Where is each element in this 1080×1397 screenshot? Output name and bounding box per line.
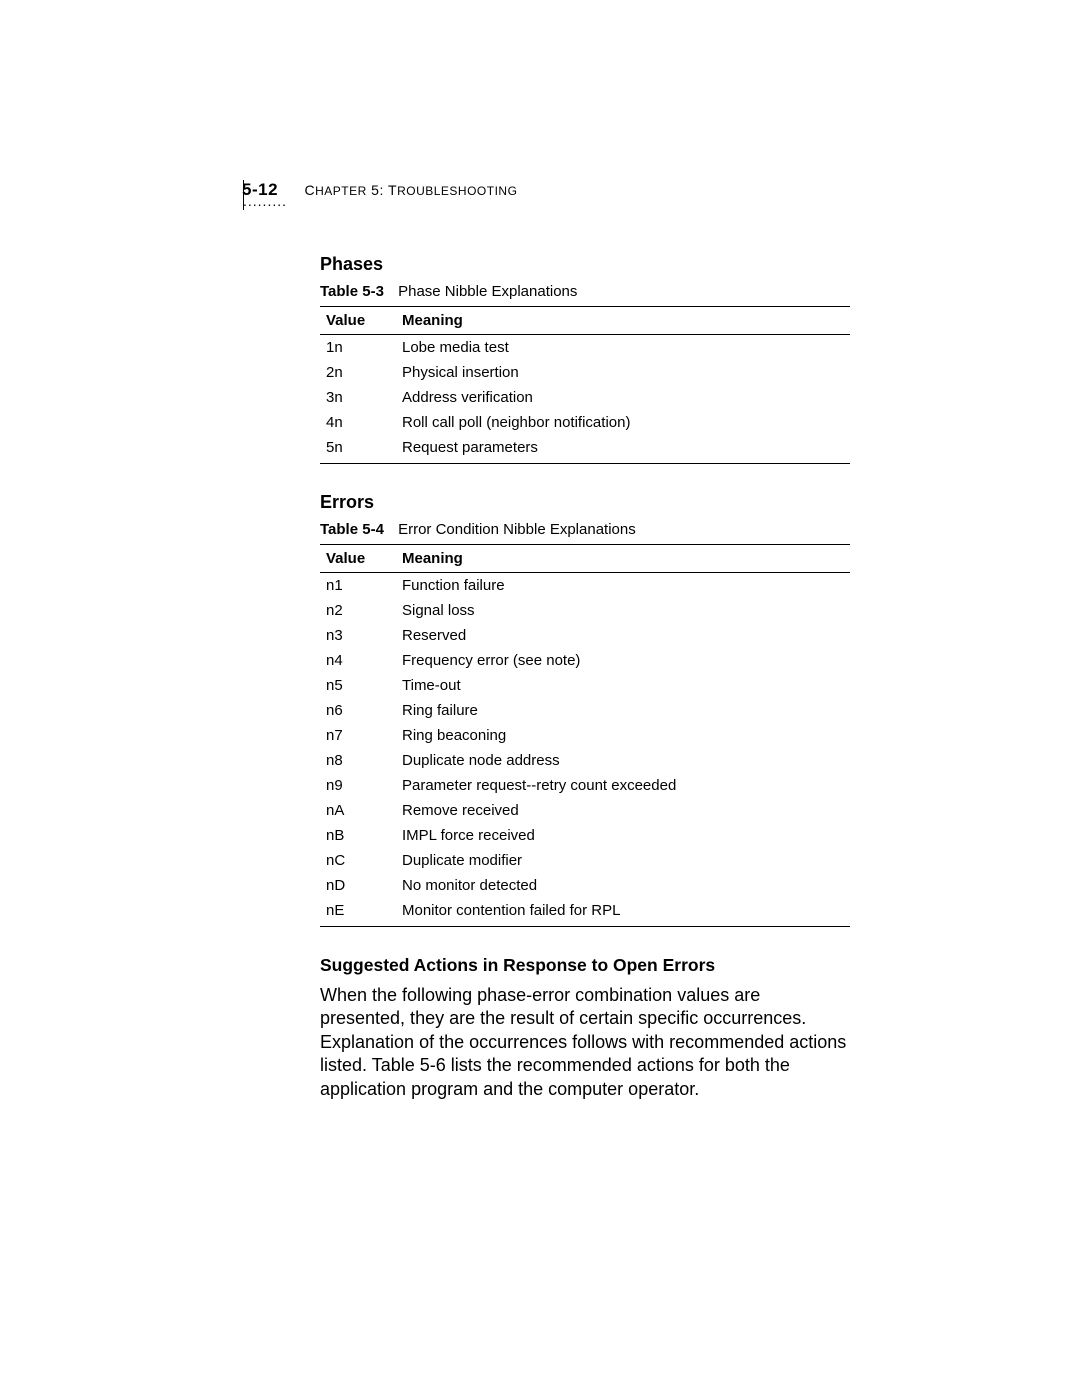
cell-value: n1	[320, 573, 400, 599]
cell-value: 3n	[320, 385, 400, 410]
phases-heading: Phases	[320, 254, 850, 275]
cell-value: 1n	[320, 335, 400, 361]
table-5-3: Value Meaning 1nLobe media test 2nPhysic…	[320, 306, 850, 464]
cell-meaning: Address verification	[400, 385, 850, 410]
page-content: Phases Table 5-3 Phase Nibble Explanatio…	[320, 254, 850, 1101]
table-row: n7Ring beaconing	[320, 723, 850, 748]
cell-meaning: Ring failure	[400, 698, 850, 723]
cell-value: n4	[320, 648, 400, 673]
cell-meaning: Request parameters	[400, 435, 850, 464]
table-row: 4nRoll call poll (neighbor notification)	[320, 410, 850, 435]
cell-meaning: Lobe media test	[400, 335, 850, 361]
cell-meaning: Roll call poll (neighbor notification)	[400, 410, 850, 435]
table-5-3-label: Table 5-3	[320, 283, 384, 300]
cell-meaning: Monitor contention failed for RPL	[400, 898, 850, 927]
table-header-value: Value	[320, 307, 400, 335]
cell-value: n6	[320, 698, 400, 723]
cell-meaning: Ring beaconing	[400, 723, 850, 748]
table-row: nBIMPL force received	[320, 823, 850, 848]
table-row: n1Function failure	[320, 573, 850, 599]
header-dots-icon: .........	[243, 198, 287, 204]
cell-meaning: Physical insertion	[400, 360, 850, 385]
cell-value: n7	[320, 723, 400, 748]
cell-value: nA	[320, 798, 400, 823]
cell-value: n3	[320, 623, 400, 648]
table-row: nEMonitor contention failed for RPL	[320, 898, 850, 927]
cell-meaning: Duplicate modifier	[400, 848, 850, 873]
table-5-4-caption: Table 5-4 Error Condition Nibble Explana…	[320, 521, 850, 538]
table-row: 2nPhysical insertion	[320, 360, 850, 385]
table-row: 3nAddress verification	[320, 385, 850, 410]
table-row: nDNo monitor detected	[320, 873, 850, 898]
table-row: n9Parameter request--retry count exceede…	[320, 773, 850, 798]
cell-meaning: Time-out	[400, 673, 850, 698]
table-5-3-caption: Table 5-3 Phase Nibble Explanations	[320, 283, 850, 300]
table-row: n6Ring failure	[320, 698, 850, 723]
cell-value: nE	[320, 898, 400, 927]
table-5-4: Value Meaning n1Function failure n2Signa…	[320, 544, 850, 927]
table-5-3-title: Phase Nibble Explanations	[398, 283, 577, 300]
page: 5-12 CHAPTER 5: TROUBLESHOOTING ........…	[0, 0, 1080, 1397]
cell-meaning: Frequency error (see note)	[400, 648, 850, 673]
table-header-meaning: Meaning	[400, 307, 850, 335]
table-row: n3Reserved	[320, 623, 850, 648]
cell-value: n8	[320, 748, 400, 773]
table-row: n5Time-out	[320, 673, 850, 698]
cell-value: nB	[320, 823, 400, 848]
table-row: n8Duplicate node address	[320, 748, 850, 773]
table-row: 5nRequest parameters	[320, 435, 850, 464]
cell-value: n2	[320, 598, 400, 623]
table-row: 1nLobe media test	[320, 335, 850, 361]
cell-value: n9	[320, 773, 400, 798]
cell-value: 5n	[320, 435, 400, 464]
cell-value: 4n	[320, 410, 400, 435]
table-5-4-label: Table 5-4	[320, 521, 384, 538]
cell-meaning: No monitor detected	[400, 873, 850, 898]
table-5-4-title: Error Condition Nibble Explanations	[398, 521, 636, 538]
cell-meaning: Remove received	[400, 798, 850, 823]
cell-meaning: Reserved	[400, 623, 850, 648]
errors-heading: Errors	[320, 492, 850, 513]
table-header-value: Value	[320, 545, 400, 573]
suggested-body: When the following phase-error combinati…	[320, 984, 850, 1101]
cell-meaning: IMPL force received	[400, 823, 850, 848]
table-row: nCDuplicate modifier	[320, 848, 850, 873]
cell-value: n5	[320, 673, 400, 698]
cell-value: nD	[320, 873, 400, 898]
cell-meaning: Signal loss	[400, 598, 850, 623]
cell-meaning: Parameter request--retry count exceeded	[400, 773, 850, 798]
table-row: nARemove received	[320, 798, 850, 823]
cell-value: nC	[320, 848, 400, 873]
chapter-title: CHAPTER 5: TROUBLESHOOTING	[304, 182, 517, 198]
table-row: n2Signal loss	[320, 598, 850, 623]
table-row: n4Frequency error (see note)	[320, 648, 850, 673]
table-header-meaning: Meaning	[400, 545, 850, 573]
cell-meaning: Function failure	[400, 573, 850, 599]
suggested-heading: Suggested Actions in Response to Open Er…	[320, 955, 850, 976]
cell-value: 2n	[320, 360, 400, 385]
cell-meaning: Duplicate node address	[400, 748, 850, 773]
